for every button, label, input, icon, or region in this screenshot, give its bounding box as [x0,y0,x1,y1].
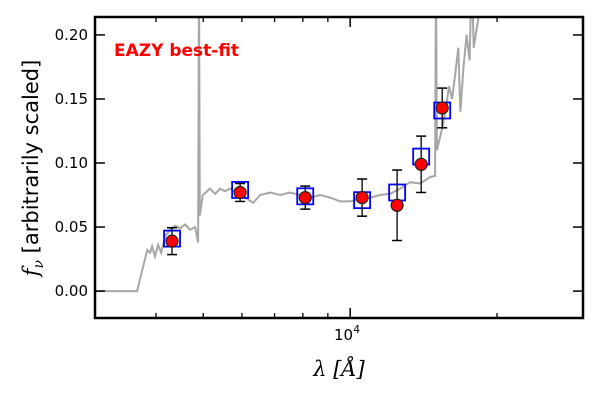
y-tick-label: 0.00 [55,282,88,300]
observed-point [355,191,369,205]
y-axis-label: fν [arbitrarily scaled] [19,60,47,279]
observed-point [298,191,312,205]
y-tick-label: 0.10 [55,154,88,172]
observed-point [233,185,247,200]
observed-point [414,157,428,171]
observed-point [165,234,179,248]
x-tick-label: 104 [334,323,360,344]
observed-point [390,198,404,212]
photometry-points [163,87,452,256]
observed-point [435,101,449,115]
y-tick-label: 0.20 [55,26,88,44]
y-tick-label: 0.15 [55,90,88,108]
x-axis-label: λ [Å] [312,356,365,381]
annotation-label: EAZY best-fit [114,41,239,61]
axis-ticks: 0.00 0.05 0.10 0.15 0.20 [55,17,583,318]
plot-frame [93,15,585,320]
y-tick-label: 0.05 [55,218,88,236]
